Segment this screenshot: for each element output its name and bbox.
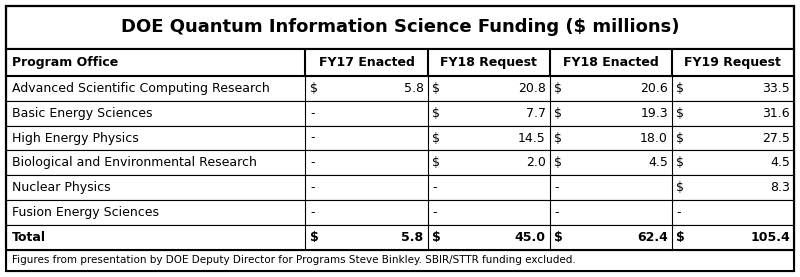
Text: 18.0: 18.0 [640, 132, 668, 145]
Text: 8.3: 8.3 [770, 181, 790, 194]
Text: Nuclear Physics: Nuclear Physics [12, 181, 110, 194]
Text: $: $ [310, 82, 318, 95]
Text: High Energy Physics: High Energy Physics [12, 132, 138, 145]
Text: -: - [554, 206, 558, 219]
Text: $: $ [676, 156, 684, 169]
Text: Biological and Environmental Research: Biological and Environmental Research [12, 156, 257, 169]
Text: 45.0: 45.0 [514, 231, 546, 244]
Bar [6, 175, 794, 200]
Text: Fusion Energy Sciences: Fusion Energy Sciences [12, 206, 159, 219]
Text: FY18 Request: FY18 Request [440, 56, 537, 69]
Bar [6, 76, 794, 101]
Text: $: $ [676, 231, 685, 244]
Text: $: $ [676, 82, 684, 95]
Text: $: $ [676, 181, 684, 194]
Text: 33.5: 33.5 [762, 82, 790, 95]
Text: $: $ [310, 231, 318, 244]
Bar [6, 125, 794, 150]
Bar [6, 150, 794, 175]
Text: -: - [432, 206, 437, 219]
Text: 27.5: 27.5 [762, 132, 790, 145]
Bar [6, 200, 794, 225]
Text: 105.4: 105.4 [750, 231, 790, 244]
Text: 20.6: 20.6 [640, 82, 668, 95]
Text: 2.0: 2.0 [526, 156, 546, 169]
Text: $: $ [676, 132, 684, 145]
Text: 5.8: 5.8 [402, 231, 423, 244]
Text: Program Office: Program Office [12, 56, 118, 69]
Bar [6, 225, 794, 250]
Bar [6, 6, 794, 49]
Text: 19.3: 19.3 [640, 107, 668, 120]
Text: -: - [310, 206, 314, 219]
Text: $: $ [676, 107, 684, 120]
Text: FY19 Request: FY19 Request [685, 56, 782, 69]
Text: -: - [310, 156, 314, 169]
Text: $: $ [432, 107, 440, 120]
Text: -: - [310, 181, 314, 194]
Text: $: $ [432, 132, 440, 145]
Text: 14.5: 14.5 [518, 132, 546, 145]
Text: $: $ [432, 156, 440, 169]
Text: Figures from presentation by DOE Deputy Director for Programs Steve Binkley. SBI: Figures from presentation by DOE Deputy … [12, 255, 576, 265]
Text: 4.5: 4.5 [770, 156, 790, 169]
Text: -: - [310, 107, 314, 120]
Bar [6, 101, 794, 125]
Text: Advanced Scientific Computing Research: Advanced Scientific Computing Research [12, 82, 270, 95]
Text: 62.4: 62.4 [637, 231, 668, 244]
Text: -: - [432, 181, 437, 194]
Text: $: $ [554, 231, 563, 244]
Text: 20.8: 20.8 [518, 82, 546, 95]
Text: $: $ [554, 107, 562, 120]
Text: $: $ [432, 231, 441, 244]
Text: FY17 Enacted: FY17 Enacted [318, 56, 414, 69]
Bar [6, 250, 794, 271]
Text: 31.6: 31.6 [762, 107, 790, 120]
Text: Total: Total [12, 231, 46, 244]
Text: -: - [554, 181, 558, 194]
Text: -: - [676, 206, 681, 219]
Text: 4.5: 4.5 [648, 156, 668, 169]
Text: $: $ [554, 132, 562, 145]
Text: DOE Quantum Information Science Funding ($ millions): DOE Quantum Information Science Funding … [121, 18, 679, 36]
Bar [6, 49, 794, 76]
Text: Basic Energy Sciences: Basic Energy Sciences [12, 107, 153, 120]
Text: $: $ [432, 82, 440, 95]
Text: -: - [310, 132, 314, 145]
Text: $: $ [554, 156, 562, 169]
Text: 7.7: 7.7 [526, 107, 546, 120]
Text: $: $ [554, 82, 562, 95]
Bar [6, 6, 794, 250]
Text: FY18 Enacted: FY18 Enacted [563, 56, 658, 69]
Text: 5.8: 5.8 [403, 82, 423, 95]
